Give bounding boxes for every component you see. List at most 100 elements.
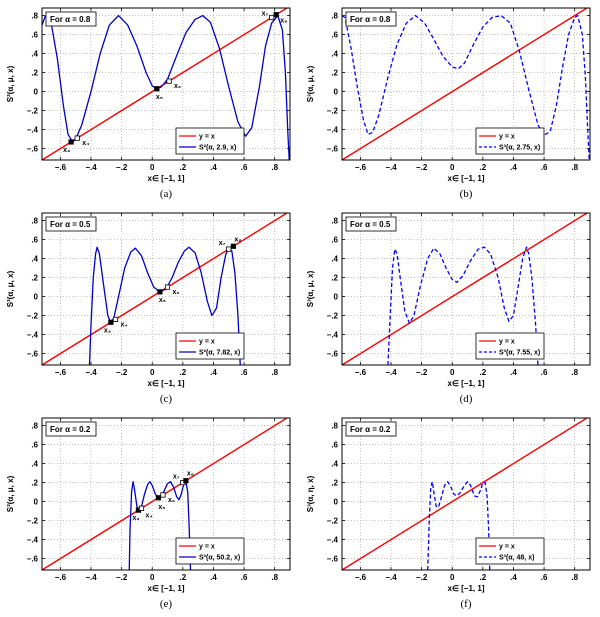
x-tick-label: 0 — [150, 368, 155, 377]
y-tick-label: −.2 — [27, 107, 39, 116]
x-tick-label: 0 — [450, 163, 455, 172]
x-tick-label: −.6 — [55, 163, 67, 172]
legend-entry: y = x — [199, 544, 215, 551]
fixed-point-marker — [164, 284, 171, 290]
alpha-info-box: For α = 0.8 — [45, 11, 97, 27]
legend: y = x S²(α, 50.2, x) — [175, 537, 245, 565]
y-tick-label: −.2 — [327, 312, 339, 321]
x-tick-label: .2 — [480, 573, 487, 582]
y-tick-label: 0 — [34, 293, 39, 302]
panel-b: −.6 −.4 −.2 0 .2 .4 .6 .8 −.6 −.4 −.2 0 .2 .4 .6 .8 x∈ [… — [300, 0, 600, 205]
panel-caption: (e) — [160, 598, 173, 610]
x-tick-label: .2 — [180, 573, 187, 582]
fixed-point-marker — [155, 495, 161, 501]
x-tick-label: 0 — [450, 368, 455, 377]
x-tick-label: .4 — [510, 163, 517, 172]
x-tick-label: −.2 — [416, 163, 428, 172]
y-tick-label: .4 — [331, 460, 338, 469]
fixed-point-label: x₃ — [63, 147, 70, 154]
series-line-identity — [342, 418, 589, 570]
y-tick-label: .4 — [31, 50, 38, 59]
y-axis-label: S³(α, μ, x) — [306, 65, 315, 102]
y-tick-label: −.2 — [327, 107, 339, 116]
x-axis-label: x∈ [−1, 1] — [448, 379, 485, 388]
x-tick-label: −.4 — [85, 368, 97, 377]
x-axis-label: x∈ [−1, 1] — [148, 174, 185, 183]
y-tick-label: −.6 — [327, 350, 339, 359]
y-tick-label: −.6 — [27, 555, 39, 564]
legend: y = x S²(α, 2.9, x) — [175, 127, 245, 155]
x-tick-label: .8 — [571, 368, 578, 377]
alpha-info-text: For α = 0.8 — [350, 15, 391, 24]
y-tick-label: .4 — [31, 255, 38, 264]
y-tick-label: .6 — [331, 441, 338, 450]
x-tick-label: −.6 — [55, 368, 67, 377]
x-tick-label: .4 — [210, 368, 217, 377]
chart-a: x₃ x₄ x₅ x₆ x₇ x₈ −.6 −.4 −.2 0 .2 .4 .6 .8 −.6 −.4 −.2 0… — [6, 7, 291, 200]
x-axis-label: x∈ [−1, 1] — [148, 379, 185, 388]
fixed-point-marker — [183, 478, 189, 484]
x-tick-label: −.2 — [416, 368, 428, 377]
grid — [342, 8, 590, 160]
x-tick-label: .4 — [510, 368, 517, 377]
y-tick-label: .8 — [331, 12, 338, 21]
fixed-point-marker — [230, 243, 236, 249]
legend-entry: S³(α, 2.75, x) — [499, 145, 540, 152]
fixed-point-label: x₆ — [173, 289, 180, 296]
y-tick-label: 0 — [334, 498, 339, 507]
series-line-identity — [42, 418, 289, 570]
x-tick-label: −.2 — [116, 368, 128, 377]
x-tick-label: −.4 — [85, 163, 97, 172]
x-tick-label: −.4 — [385, 163, 397, 172]
y-axis-label: S²(α, μ, x) — [6, 270, 15, 307]
legend-entry: y = x — [499, 339, 515, 346]
panel-c: x₃ x₄ x₅ x₆ x₇ x₈ −.6 −.4 −.2 0 .2 .4 .6 .8 −.6 −.4 −.2 0… — [0, 205, 300, 410]
fixed-point-label: x₇ — [173, 474, 180, 481]
x-tick-label: 0 — [450, 573, 455, 582]
x-tick-label: .6 — [241, 573, 248, 582]
x-tick-label: −.4 — [385, 573, 397, 582]
panel-caption: (b) — [460, 188, 473, 200]
fixed-point-label: x₅ — [156, 94, 163, 101]
y-tick-label: −.6 — [27, 350, 39, 359]
y-tick-label: 0 — [334, 293, 339, 302]
panel-caption: (a) — [160, 188, 173, 200]
series-line-map — [427, 481, 491, 570]
y-tick-label: 0 — [34, 88, 39, 97]
panel-d: −.6 −.4 −.2 0 .2 .4 .6 .8 −.6 −.4 −.2 0 .2 .4 .6 .8 x∈ [… — [300, 205, 600, 410]
x-tick-label: −.6 — [355, 163, 367, 172]
y-tick-label: .2 — [31, 274, 38, 283]
x-tick-label: .2 — [180, 368, 187, 377]
y-tick-label: .8 — [331, 422, 338, 431]
x-tick-label: .4 — [210, 573, 217, 582]
y-tick-label: .2 — [331, 274, 338, 283]
x-tick-label: −.2 — [116, 163, 128, 172]
fixed-point-label: x₄ — [120, 321, 127, 328]
fixed-point-marker — [68, 139, 74, 145]
y-tick-label: −.2 — [27, 312, 39, 321]
legend-entry: S²(α, 2.9, x) — [199, 145, 236, 152]
grid — [342, 418, 590, 570]
x-tick-label: .2 — [480, 368, 487, 377]
y-tick-label: .4 — [31, 460, 38, 469]
legend-entry: y = x — [199, 339, 215, 346]
x-tick-label: .6 — [541, 163, 548, 172]
y-tick-label: −.6 — [327, 145, 339, 154]
alpha-info-box: For α = 0.2 — [45, 421, 97, 437]
series-line-identity — [342, 213, 589, 365]
legend-entry: y = x — [499, 134, 515, 141]
x-tick-label: .2 — [480, 163, 487, 172]
axes-frame — [41, 212, 291, 366]
alpha-info-box: For α = 0.2 — [345, 421, 397, 437]
x-axis-label: x∈ [−1, 1] — [148, 584, 185, 593]
legend: y = x S²(α, 7.82, x) — [175, 332, 245, 360]
y-tick-label: −.4 — [27, 536, 39, 545]
x-tick-label: .6 — [241, 368, 248, 377]
fixed-point-label: x₈ — [234, 236, 241, 243]
x-tick-label: .8 — [571, 573, 578, 582]
legend: y = x S³(α, 48, x) — [475, 537, 545, 565]
y-tick-label: −.6 — [27, 145, 39, 154]
y-tick-label: .6 — [31, 31, 38, 40]
x-axis-label: x∈ [−1, 1] — [448, 584, 485, 593]
